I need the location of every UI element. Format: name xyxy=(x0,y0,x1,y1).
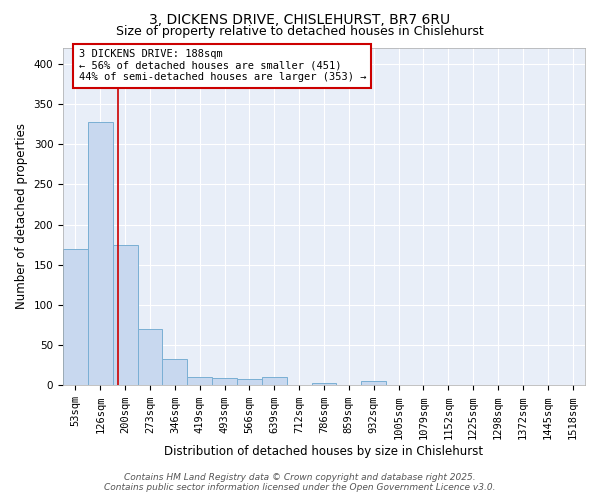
Bar xyxy=(311,383,337,386)
Text: 3, DICKENS DRIVE, CHISLEHURST, BR7 6RU: 3, DICKENS DRIVE, CHISLEHURST, BR7 6RU xyxy=(149,12,451,26)
Text: Contains HM Land Registry data © Crown copyright and database right 2025.
Contai: Contains HM Land Registry data © Crown c… xyxy=(104,473,496,492)
Bar xyxy=(262,378,287,386)
Y-axis label: Number of detached properties: Number of detached properties xyxy=(15,124,28,310)
Bar xyxy=(237,379,262,386)
X-axis label: Distribution of detached houses by size in Chislehurst: Distribution of detached houses by size … xyxy=(164,444,484,458)
Bar xyxy=(212,378,237,386)
Bar xyxy=(187,378,212,386)
Bar xyxy=(88,122,113,386)
Text: 3 DICKENS DRIVE: 188sqm
← 56% of detached houses are smaller (451)
44% of semi-d: 3 DICKENS DRIVE: 188sqm ← 56% of detache… xyxy=(79,49,366,82)
Bar xyxy=(113,244,137,386)
Bar xyxy=(361,382,386,386)
Bar xyxy=(63,248,88,386)
Bar xyxy=(163,359,187,386)
Bar xyxy=(137,329,163,386)
Text: Size of property relative to detached houses in Chislehurst: Size of property relative to detached ho… xyxy=(116,25,484,38)
